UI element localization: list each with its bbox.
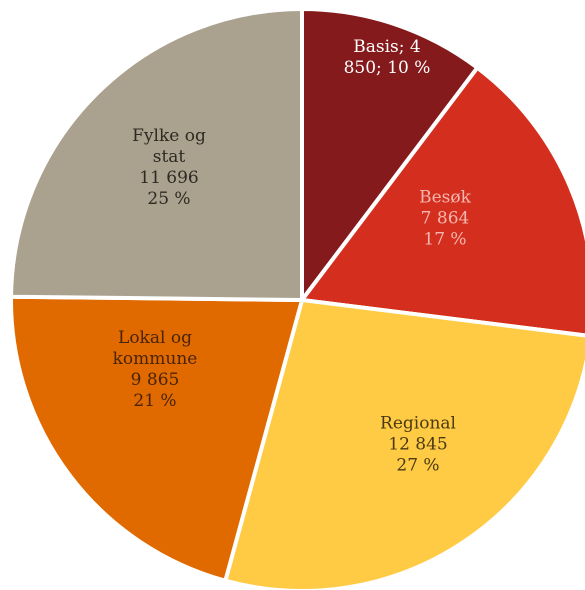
slice-label-line: 7 864 (421, 209, 470, 229)
slice-label-line: 850; 10 % (344, 58, 431, 78)
slice-label-line: 9 865 (131, 370, 180, 390)
slice-label-line: Fylke og (132, 126, 206, 146)
slice-label-line: stat (153, 147, 186, 167)
slice-label-line: 25 % (147, 189, 190, 209)
slice-label-line: Lokal og (118, 328, 192, 348)
slice-label-line: 27 % (396, 456, 439, 476)
pie-slice-5 (9, 7, 304, 302)
slice-label-line: kommune (113, 349, 198, 369)
slice-label-line: 12 845 (388, 435, 447, 455)
slice-label-line: Basis; 4 (353, 37, 420, 57)
slice-label-1: Basis; 4 850; 10 % (344, 37, 431, 78)
slice-label-line: 11 696 (139, 168, 198, 188)
slice-label-line: Regional (380, 414, 456, 434)
slice-label-line: Besøk (419, 188, 472, 208)
slice-label-4: Lokal og kommune 9 865 21 % (113, 328, 198, 411)
pie-slice-2 (300, 65, 585, 338)
slice-label-line: 21 % (133, 391, 176, 411)
slice-label-2: Besøk 7 864 17 % (419, 188, 472, 250)
pie-slice-3 (223, 298, 585, 590)
slice-label-5: Fylke og stat 11 696 25 % (132, 126, 206, 209)
slice-label-line: 17 % (423, 230, 466, 250)
pie-slices (9, 7, 585, 590)
pie-slice-4 (9, 294, 304, 583)
pie-slice-1 (300, 7, 480, 302)
pie-labels: Basis; 4 850; 10 %Besøk 7 864 17 %Regional 1… (113, 37, 472, 476)
slice-label-3: Regional 12 845 27 % (380, 414, 456, 476)
